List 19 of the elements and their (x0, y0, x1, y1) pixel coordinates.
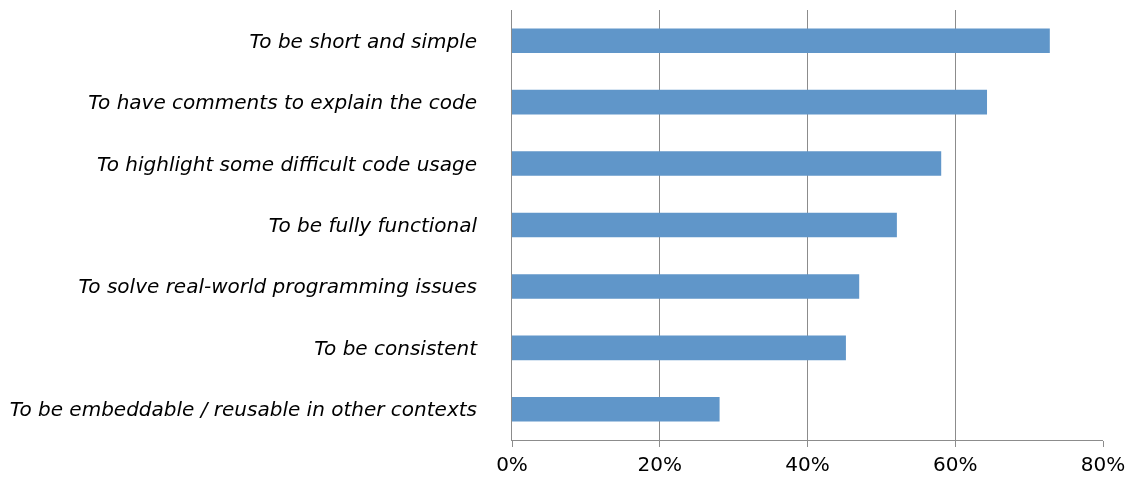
y-tick-label: To solve real-world programming issues (78, 274, 477, 299)
bar (512, 274, 860, 299)
y-tick-label: To have comments to explain the code (88, 90, 477, 115)
y-tick-label: To be fully functional (268, 213, 478, 237)
bar (512, 151, 942, 176)
x-tick-label: 80% (1080, 452, 1126, 476)
bar (512, 212, 897, 238)
x-tick-label: 20% (637, 452, 682, 476)
x-tick-label: 0% (496, 452, 528, 476)
y-tick-label: To be consistent (314, 335, 479, 360)
x-tick-label: 60% (933, 452, 978, 476)
y-tick-label: To be short and simple (249, 28, 477, 53)
bar (512, 28, 1050, 53)
y-tick-label: To be embeddable / reusable in other contexts (9, 397, 477, 422)
y-tick-label: To highlight some difficult code usage (96, 151, 477, 176)
bar (512, 397, 720, 422)
bar (512, 335, 846, 361)
x-tick-label: 40% (785, 452, 830, 476)
bar (512, 89, 988, 115)
